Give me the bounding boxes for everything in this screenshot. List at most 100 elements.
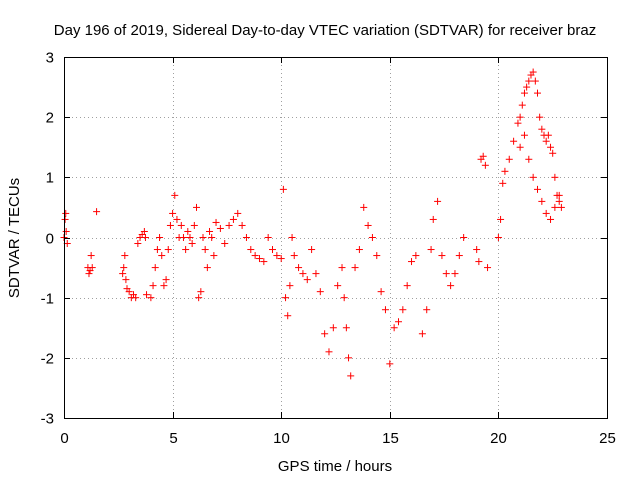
data-point (325, 348, 333, 356)
data-point (260, 258, 268, 266)
x-tick-label: 20 (490, 430, 507, 447)
data-point (286, 282, 294, 290)
data-point (186, 234, 194, 241)
data-point (210, 252, 218, 260)
data-point (141, 234, 149, 241)
data-point (312, 270, 320, 278)
y-tick-label: -1 (41, 291, 54, 308)
data-point (277, 255, 285, 263)
data-point (321, 330, 329, 338)
data-point (242, 234, 250, 241)
data-point (351, 264, 359, 272)
data-point (212, 218, 220, 226)
data-point (549, 149, 557, 157)
data-point (303, 276, 311, 284)
data-point (342, 324, 350, 332)
data-point (197, 288, 205, 296)
y-tick-label: 2 (46, 110, 54, 127)
data-point (429, 215, 437, 223)
data-point (290, 252, 298, 260)
data-point (269, 246, 277, 254)
data-point (525, 77, 533, 85)
data-point (475, 258, 483, 266)
data-point (195, 294, 203, 302)
data-point (368, 234, 376, 241)
data-point (122, 276, 130, 284)
data-point (316, 288, 324, 296)
data-point (551, 203, 559, 211)
data-point (364, 221, 372, 229)
x-tick-label: 25 (599, 430, 616, 447)
data-point (85, 270, 93, 278)
data-point (234, 209, 242, 217)
data-point (377, 288, 385, 296)
data-point (408, 258, 416, 266)
data-point (279, 185, 287, 193)
data-point (151, 264, 159, 272)
data-point (295, 264, 303, 272)
data-point (188, 240, 196, 248)
data-point (179, 234, 187, 241)
data-point (423, 306, 431, 314)
data-point (345, 354, 353, 362)
y-tick-label: 3 (46, 50, 54, 67)
x-tick-label: 5 (169, 430, 177, 447)
data-point (418, 330, 426, 338)
data-point (386, 360, 394, 368)
data-point (171, 191, 179, 199)
data-point (190, 221, 198, 229)
data-point (119, 270, 127, 278)
data-point (403, 282, 411, 290)
data-point (479, 152, 487, 160)
data-point (158, 252, 166, 260)
data-point (355, 246, 363, 254)
data-point (255, 255, 263, 263)
data-point (140, 227, 148, 235)
data-point (499, 179, 507, 187)
data-point (501, 167, 509, 175)
data-point (497, 215, 505, 223)
data-point (542, 209, 550, 217)
data-point (225, 221, 233, 229)
data-point (536, 113, 544, 121)
data-point (206, 227, 214, 235)
data-point (525, 155, 533, 163)
x-tick-label: 15 (382, 430, 399, 447)
data-point (201, 246, 209, 254)
data-point (221, 240, 229, 248)
data-point (460, 234, 468, 241)
data-point (399, 306, 407, 314)
data-point (542, 137, 550, 145)
data-point (299, 270, 307, 278)
data-points (60, 68, 565, 380)
data-point (455, 252, 463, 260)
data-point (555, 197, 563, 205)
data-point (481, 161, 489, 169)
data-point (166, 221, 174, 229)
data-point (338, 264, 346, 272)
data-point (547, 143, 555, 151)
data-point (557, 203, 565, 211)
x-axis-label: GPS time / hours (278, 458, 392, 475)
data-point (518, 101, 526, 109)
x-tick-label: 0 (60, 430, 68, 447)
data-point (251, 252, 259, 260)
data-point (547, 215, 555, 223)
data-point (514, 119, 522, 127)
data-point (62, 209, 70, 217)
data-point (288, 234, 296, 241)
data-point (447, 282, 455, 290)
data-point (273, 252, 281, 260)
data-point (199, 234, 207, 241)
data-point (551, 173, 559, 181)
data-point (203, 264, 211, 272)
y-tick-label: 1 (46, 170, 54, 187)
data-point (121, 252, 129, 260)
data-point (520, 131, 528, 139)
data-point (334, 282, 342, 290)
x-tick-label: 10 (273, 430, 290, 447)
data-point (533, 89, 541, 97)
data-point (93, 208, 101, 216)
data-point (87, 252, 95, 260)
